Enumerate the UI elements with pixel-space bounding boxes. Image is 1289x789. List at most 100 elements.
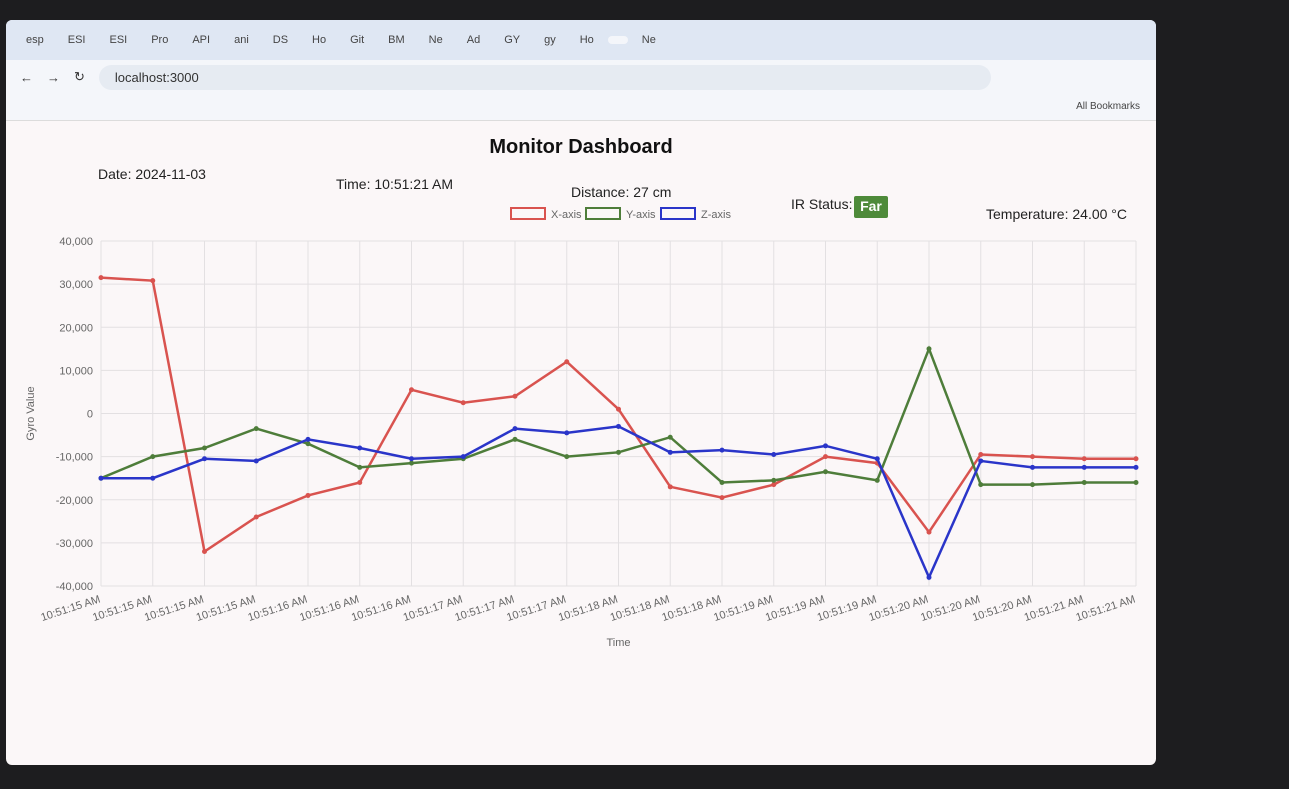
data-point [98, 275, 104, 281]
data-point [719, 495, 725, 501]
y-tick-label: 30,000 [59, 279, 93, 291]
data-point [616, 449, 621, 455]
browser-tab[interactable]: DS [272, 34, 289, 46]
browser-tab[interactable]: gy [544, 34, 556, 46]
data-point [409, 460, 414, 466]
browser-tab[interactable]: Git [350, 34, 365, 46]
temperature: Temperature: 24.00 °C [986, 206, 1127, 222]
data-point [202, 445, 207, 451]
distance: Distance: 27 cm [571, 184, 671, 200]
data-point [150, 475, 156, 481]
data-point [1133, 480, 1139, 485]
data-point [1030, 482, 1035, 488]
data-point [719, 480, 725, 485]
data-point [202, 549, 207, 554]
data-point [202, 456, 207, 462]
data-point [305, 436, 311, 442]
data-point [512, 426, 518, 432]
data-point [1081, 480, 1087, 485]
data-point [1030, 454, 1035, 460]
forward-button[interactable]: → [47, 69, 60, 85]
data-point [460, 454, 466, 460]
legend-label: X-axis [551, 209, 582, 221]
browser-tab[interactable]: ESI [109, 34, 128, 46]
data-point [719, 447, 725, 453]
y-tick-label: 0 [87, 409, 93, 421]
data-point [616, 406, 621, 412]
data-point [667, 449, 673, 455]
y-tick-label: -20,000 [56, 495, 93, 507]
data-point [926, 346, 932, 352]
x-tick-label: 10:51:21 AM [1074, 593, 1136, 624]
data-point [305, 441, 311, 447]
data-point [150, 278, 156, 284]
y-tick-label: -10,000 [56, 452, 93, 464]
legend-swatch [660, 207, 696, 220]
legend-swatch [510, 207, 546, 220]
reload-button[interactable]: ↻ [74, 69, 85, 84]
page-title: Monitor Dashboard [489, 136, 672, 158]
data-point [1081, 464, 1087, 470]
data-point [564, 430, 570, 436]
data-point [771, 477, 777, 483]
data-point [823, 469, 828, 475]
browser-tab[interactable] [607, 36, 628, 44]
data-point [978, 482, 984, 488]
data-point [512, 436, 518, 442]
data-point [771, 451, 777, 457]
data-point [357, 464, 363, 470]
ir-badge [854, 196, 888, 218]
bookmarks-bar: All Bookmarks [6, 94, 1156, 121]
data-point [305, 492, 311, 498]
back-button[interactable]: ← [20, 69, 33, 85]
browser-tab[interactable]: Ad [466, 34, 481, 46]
tab-bar: esp ESI ESI Pro API ani DS Ho Git BM Ne Ad GY gy Ho Ne [6, 20, 1156, 60]
data-point [771, 482, 777, 488]
date: Date: 2024-11-03 [98, 166, 206, 182]
all-bookmarks[interactable]: All Bookmarks [1076, 101, 1140, 112]
data-point [874, 477, 880, 483]
data-point [874, 456, 880, 462]
data-point [253, 514, 259, 520]
address-bar[interactable]: localhost:3000 [98, 64, 991, 90]
data-point [460, 400, 466, 406]
browser-tab[interactable]: Ne [641, 34, 656, 46]
data-point [616, 423, 621, 429]
data-point [823, 454, 828, 460]
browser-window: esp ESI ESI Pro API ani DS Ho Git BM Ne Ad GY gy Ho Ne … [6, 20, 1156, 765]
browser-tab[interactable]: API [192, 34, 211, 46]
legend-swatch [585, 207, 621, 220]
legend-label: Y-axis [626, 209, 656, 221]
data-point [978, 451, 984, 457]
x-axis-title: Time [606, 637, 630, 649]
y-tick-label: 10,000 [59, 365, 93, 377]
data-point [512, 393, 518, 399]
ir-label: IR Status: [791, 196, 852, 212]
data-point [98, 475, 104, 481]
data-point [978, 458, 984, 464]
data-point [357, 480, 363, 485]
data-point [564, 454, 570, 460]
toolbar: ← → ↻ localhost:3000 [6, 60, 1156, 94]
browser-tab[interactable]: BM [388, 34, 405, 46]
browser-tab[interactable]: ani [234, 34, 249, 46]
data-point [1133, 464, 1139, 470]
browser-tab[interactable]: GY [504, 34, 521, 46]
data-point [150, 454, 156, 460]
browser-tab[interactable]: Ho [579, 34, 594, 46]
data-point [667, 434, 673, 440]
y-axis-title: Gyro Value [25, 386, 37, 440]
data-point [253, 426, 259, 432]
browser-tab[interactable]: Ho [312, 34, 327, 46]
y-tick-label: -40,000 [56, 581, 93, 593]
data-point [409, 456, 414, 462]
data-point [1133, 456, 1139, 462]
browser-tab[interactable]: Pro [151, 34, 169, 46]
y-tick-label: -30,000 [56, 538, 93, 550]
browser-tab[interactable]: Ne [428, 34, 443, 46]
data-point [1030, 464, 1035, 470]
browser-tab[interactable]: ESI [67, 34, 86, 46]
browser-tab[interactable]: esp [26, 34, 44, 46]
data-point [409, 387, 414, 393]
